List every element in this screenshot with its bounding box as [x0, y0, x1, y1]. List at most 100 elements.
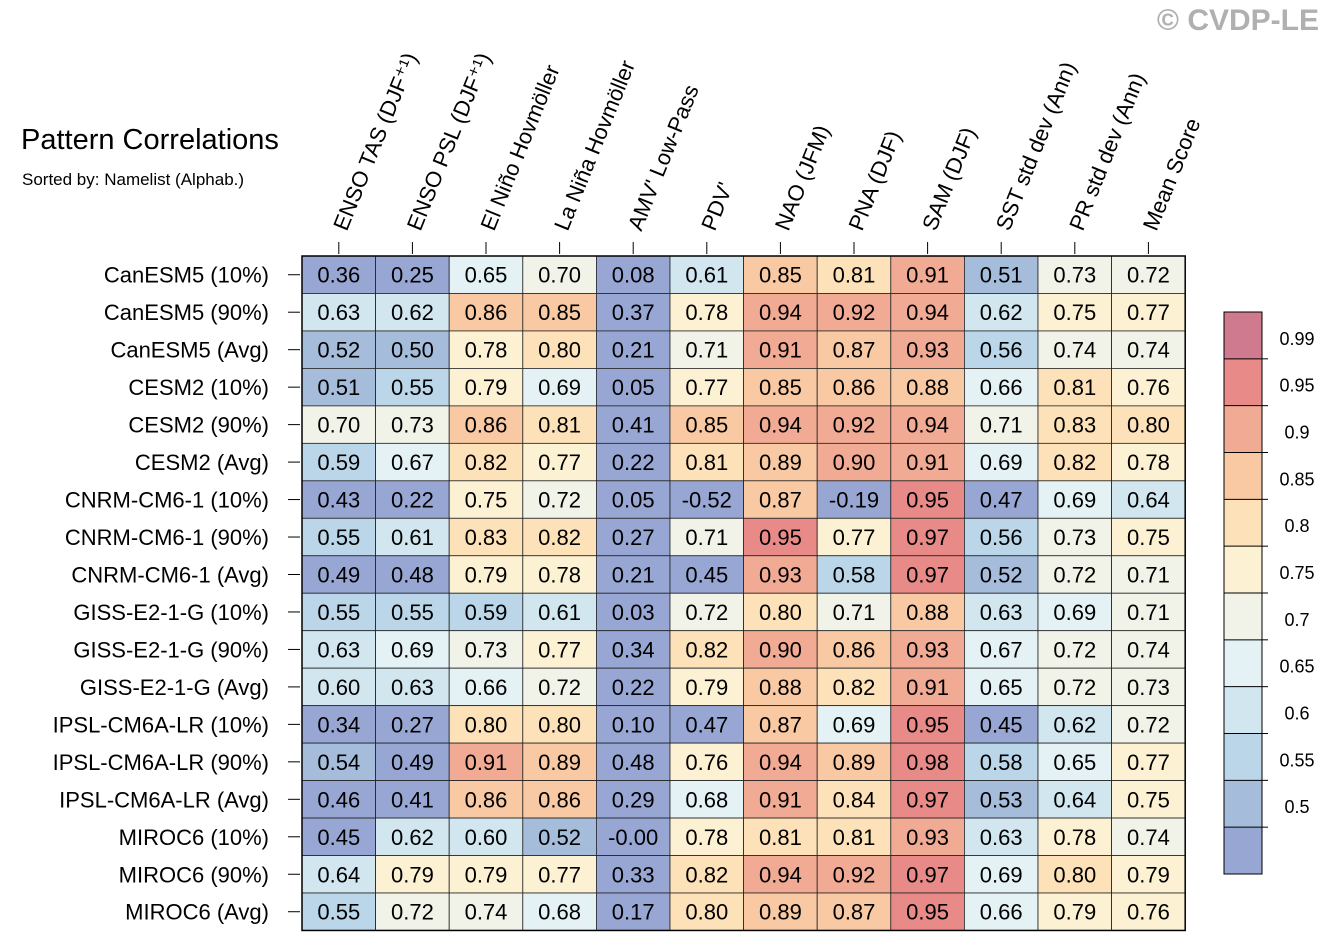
heatmap-cell [816, 667, 892, 707]
cell-value-label: -0.19 [829, 488, 879, 513]
cell-value-label: 0.69 [391, 637, 434, 662]
cell-value-label: 0.58 [980, 750, 1023, 775]
heatmap-cell [816, 892, 892, 931]
cell-value-label: 0.75 [1127, 787, 1170, 812]
heatmap-cell [964, 405, 1039, 444]
cell-value-label: 0.60 [465, 825, 508, 850]
heatmap-cell [890, 855, 965, 894]
cell-value-label: 0.62 [391, 300, 434, 325]
cell-value-label: 0.37 [612, 300, 655, 325]
heatmap-cell [375, 667, 450, 707]
cell-value-label: 0.63 [317, 300, 360, 325]
cell-value-label: 0.75 [465, 488, 508, 513]
heatmap-cell [1111, 517, 1186, 557]
row-label: MIROC6 (Avg) [125, 900, 269, 925]
heatmap-cell [1037, 293, 1112, 332]
cell-value-label: 0.79 [465, 375, 508, 400]
cell-value-label: 0.91 [465, 750, 508, 775]
cell-value-label: 0.87 [833, 900, 876, 925]
cell-value-label: 0.47 [685, 712, 728, 737]
heatmap-cell [964, 330, 1039, 369]
heatmap-cell [816, 817, 892, 856]
heatmap-cell [1037, 405, 1112, 444]
colorbar-tick-label: 0.8 [1284, 516, 1309, 536]
heatmap-cell [890, 892, 965, 931]
heatmap-cell [522, 480, 597, 519]
heatmap-cell [522, 855, 597, 894]
heatmap-cell [1111, 255, 1186, 294]
cell-value-label: 0.81 [1053, 375, 1096, 400]
colorbar-segment [1224, 499, 1262, 547]
heatmap-cell [1037, 517, 1112, 557]
heatmap-cell [669, 405, 744, 444]
heatmap-cell [743, 368, 818, 407]
cell-value-label: 0.82 [833, 675, 876, 700]
cell-value-label: 0.69 [1053, 600, 1096, 625]
column-label: Mean Score [1138, 115, 1206, 234]
cell-value-label: 0.74 [1127, 637, 1170, 662]
heatmap-cell [816, 592, 892, 632]
heatmap-cell [669, 855, 744, 894]
heatmap-cell [448, 705, 524, 744]
heatmap-cell [669, 330, 744, 369]
heatmap-cell [301, 405, 376, 444]
heatmap-cell [301, 892, 376, 931]
colorbar-segment [1224, 452, 1262, 500]
cell-value-label: 0.68 [685, 787, 728, 812]
heatmap-cell [301, 330, 376, 369]
row-label: MIROC6 (90%) [119, 862, 269, 887]
cell-value-label: 0.74 [1053, 338, 1096, 363]
heatmap-cell [964, 592, 1039, 632]
heatmap-cell [964, 742, 1039, 781]
heatmap-cell [890, 592, 965, 632]
cell-value-label: 0.79 [465, 862, 508, 887]
cell-value-label: 0.76 [1127, 375, 1170, 400]
heatmap-cell [596, 405, 671, 444]
heatmap-cell [669, 892, 744, 931]
cell-value-label: 0.64 [1053, 787, 1096, 812]
cell-value-label: 0.53 [980, 787, 1023, 812]
heatmap-cell [1111, 630, 1186, 669]
cell-value-label: 0.22 [612, 450, 655, 475]
colorbar-tick-label: 0.85 [1279, 469, 1314, 489]
row-label: CanESM5 (Avg) [110, 338, 269, 363]
heatmap-cell [1111, 555, 1186, 594]
heatmap-cell [448, 592, 524, 632]
cell-value-label: 0.87 [833, 338, 876, 363]
heatmap-cell [448, 330, 524, 369]
cell-value-label: 0.88 [906, 600, 949, 625]
cell-value-label: 0.52 [538, 825, 581, 850]
heatmap-cell [1037, 705, 1112, 744]
heatmap-cell [743, 592, 818, 632]
cell-value-label: 0.85 [759, 375, 802, 400]
cell-value-label: 0.52 [317, 338, 360, 363]
row-label: MIROC6 (10%) [119, 825, 269, 850]
colorbar-tick-label: 0.6 [1284, 704, 1309, 724]
heatmap-cell [301, 817, 376, 856]
heatmap-cell [301, 555, 376, 594]
heatmap-cell [522, 442, 597, 482]
cell-value-label: 0.93 [906, 637, 949, 662]
colorbar-segment [1224, 686, 1262, 734]
heatmap-cell [596, 855, 671, 894]
column-label: NAO (JFM) [770, 121, 835, 233]
heatmap-cell [816, 780, 892, 819]
cell-value-label: 0.72 [685, 600, 728, 625]
cell-value-label: 0.79 [391, 862, 434, 887]
heatmap-cell [1111, 742, 1186, 781]
cell-value-label: 0.05 [612, 375, 655, 400]
cell-value-label: 0.77 [538, 862, 581, 887]
cell-value-label: 0.71 [1127, 600, 1170, 625]
heatmap-cell [522, 517, 597, 557]
cell-value-label: 0.92 [833, 300, 876, 325]
heatmap-cell [890, 293, 965, 332]
heatmap-cell [964, 855, 1039, 894]
row-label: IPSL-CM6A-LR (10%) [53, 712, 269, 737]
cell-value-label: 0.64 [317, 862, 360, 887]
cell-value-label: 0.72 [538, 675, 581, 700]
cell-value-label: 0.77 [1127, 750, 1170, 775]
cell-value-label: 0.17 [612, 900, 655, 925]
heatmap-cell [890, 330, 965, 369]
cell-value-label: 0.45 [685, 562, 728, 587]
cell-value-label: 0.72 [1127, 263, 1170, 288]
